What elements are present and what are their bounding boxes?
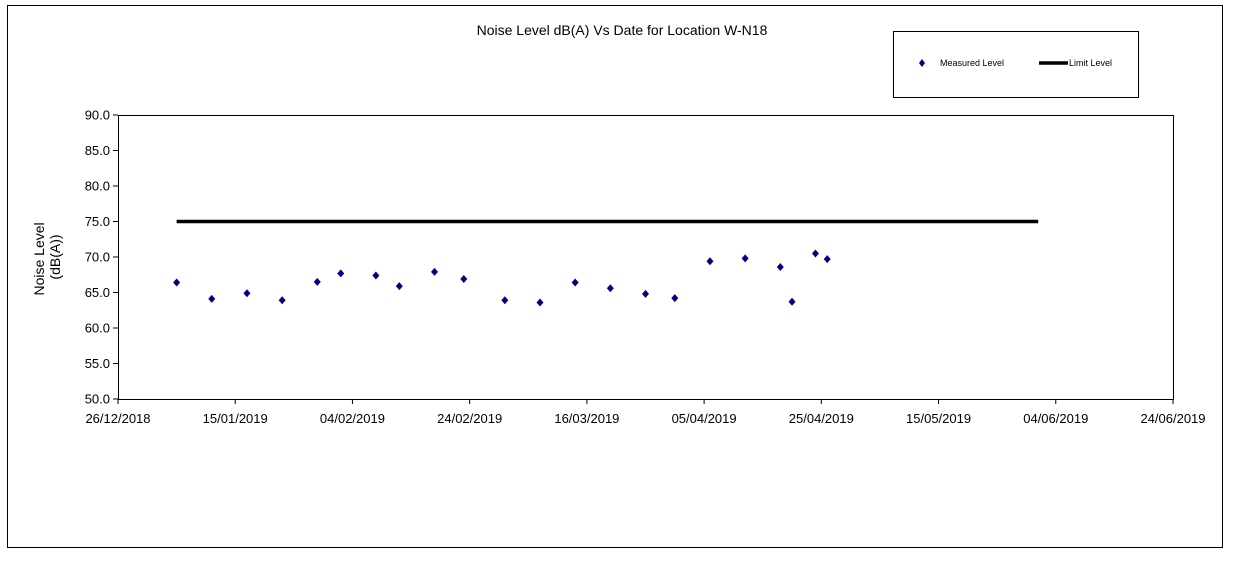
y-tick-label: 70.0 — [85, 250, 110, 265]
y-tick-label: 65.0 — [85, 285, 110, 300]
x-tick-label: 24/06/2019 — [1140, 411, 1205, 426]
measured-level-point — [606, 284, 614, 293]
measured-level-point — [501, 296, 509, 305]
x-tick-label: 16/03/2019 — [554, 411, 619, 426]
x-tick-label: 26/12/2018 — [85, 411, 150, 426]
y-tick-label: 50.0 — [85, 392, 110, 407]
x-tick-label: 25/04/2019 — [789, 411, 854, 426]
measured-level-point — [776, 262, 784, 271]
x-tick-label: 04/06/2019 — [1023, 411, 1088, 426]
x-axis: 26/12/2018 15/01/2019 04/02/2019 24/02/2019… — [85, 399, 1206, 426]
measured-level-point — [671, 294, 679, 303]
y-tick-label: 60.0 — [85, 321, 110, 336]
measured-level-point — [337, 269, 345, 278]
legend-label-limit-level: Limit Level — [1069, 58, 1112, 68]
x-tick-label: 04/02/2019 — [320, 411, 385, 426]
measured-level-point — [313, 277, 321, 286]
y-tick-label: 80.0 — [85, 179, 110, 194]
legend: Measured Level Limit Level — [893, 31, 1139, 98]
y-tick-label: 90.0 — [85, 108, 110, 123]
chart-title: Noise Level dB(A) Vs Date for Location W… — [477, 22, 768, 38]
measured-level-point — [460, 275, 468, 284]
y-axis: 50.0 55.0 60.0 65.0 70.0 75.0 80.0 85.0 90.0 — [85, 108, 118, 407]
x-tick-label: 15/01/2019 — [203, 411, 268, 426]
y-axis-label-line-2: (dB(A)) — [47, 234, 63, 279]
y-tick-label: 75.0 — [85, 214, 110, 229]
measured-level-point — [431, 267, 438, 276]
series-measured-level — [173, 249, 831, 307]
measured-level-point — [642, 289, 649, 298]
plot-area-border — [118, 115, 1174, 400]
x-tick-label: 24/02/2019 — [437, 411, 502, 426]
measured-level-point — [278, 296, 286, 305]
measured-level-point — [243, 289, 251, 298]
measured-level-point — [823, 255, 831, 264]
x-tick-label: 15/05/2019 — [906, 411, 971, 426]
legend-box — [893, 31, 1139, 98]
measured-level-point — [706, 257, 714, 266]
legend-label-measured-level: Measured Level — [940, 58, 1004, 68]
y-axis-label-line-1: Noise Level — [31, 222, 47, 295]
x-tick-label: 05/04/2019 — [672, 411, 737, 426]
measured-level-point — [788, 297, 796, 306]
measured-level-point — [395, 282, 403, 291]
y-tick-label: 55.0 — [85, 356, 110, 371]
measured-level-point — [372, 271, 380, 280]
legend-marker-measured-level — [919, 59, 925, 67]
y-tick-label: 85.0 — [85, 143, 110, 158]
measured-level-point — [536, 298, 544, 307]
measured-level-point — [571, 278, 579, 287]
measured-level-point — [811, 249, 819, 258]
measured-level-point — [741, 254, 749, 263]
measured-level-point — [208, 294, 216, 303]
y-axis-label: Noise Level (dB(A)) — [31, 218, 63, 295]
measured-level-point — [173, 278, 181, 287]
